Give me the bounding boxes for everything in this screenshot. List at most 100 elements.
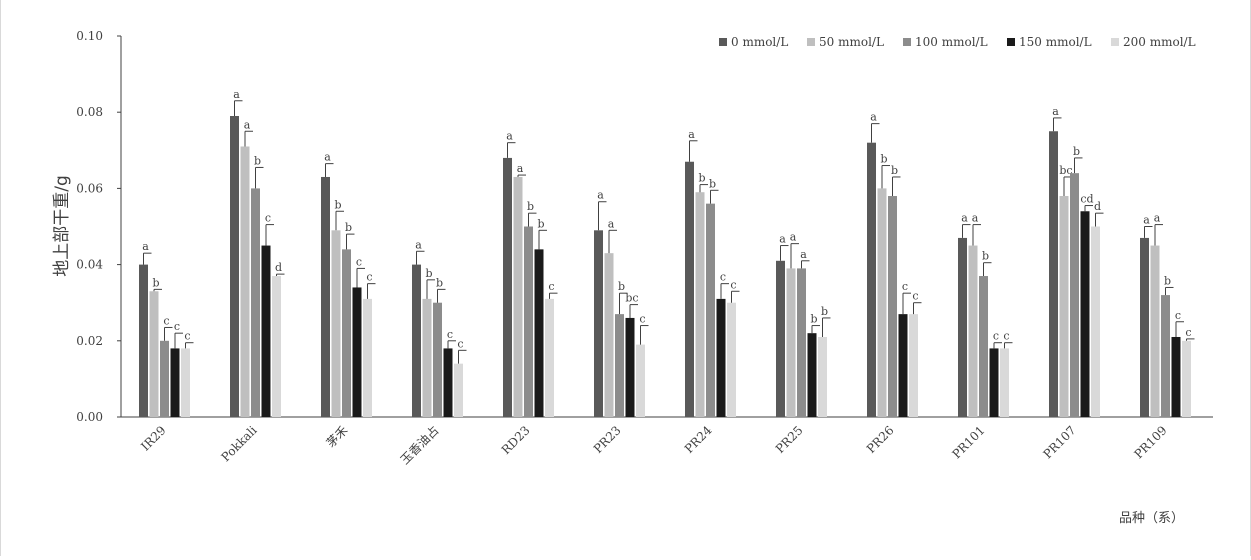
legend: 0 mmol/L 50 mmol/L 100 mmol/L 150 mmol/L 200…: [719, 35, 1196, 49]
significance-letter: a: [779, 233, 786, 246]
significance-letter: bc: [625, 292, 638, 305]
y-tick-label: 0.02: [76, 334, 103, 348]
bar: [331, 230, 341, 417]
bar: [342, 249, 351, 417]
bar: [706, 203, 715, 417]
bar: [1150, 245, 1160, 417]
legend-label: 150 mmol/L: [1019, 35, 1092, 49]
bar: [888, 196, 897, 417]
bar: [1059, 196, 1069, 417]
x-tick-label: IR29: [138, 423, 168, 453]
significance-letter: b: [821, 305, 828, 318]
legend-label: 0 mmol/L: [731, 35, 788, 49]
bar: [524, 226, 533, 417]
significance-letter: a: [233, 88, 240, 101]
significance-letter: c: [184, 330, 190, 343]
significance-letter: a: [1052, 105, 1059, 118]
bar: [272, 276, 281, 417]
significance-letter: a: [800, 248, 807, 261]
significance-letter: a: [244, 118, 251, 131]
bar: [786, 268, 796, 417]
bar: [534, 249, 544, 417]
significance-letter: a: [1154, 212, 1161, 225]
significance-letter: bc: [1059, 164, 1072, 177]
bar: [321, 176, 330, 417]
bar: [909, 314, 918, 417]
y-axis-label: 地上部干重/g: [52, 175, 72, 277]
bar: [261, 245, 271, 417]
bar: [636, 344, 645, 417]
x-tick-label: 玉香油占: [397, 423, 442, 468]
bar: [139, 264, 148, 417]
significance-letter: c: [1185, 326, 1191, 339]
bar: [352, 287, 362, 417]
x-tick-label: PR24: [682, 423, 715, 456]
significance-letter: b: [618, 280, 625, 293]
legend-swatch: [719, 38, 727, 46]
bar: [149, 291, 159, 417]
significance-letter: b: [891, 164, 898, 177]
bar: [615, 314, 624, 417]
bar: [818, 336, 827, 417]
significance-letter: a: [961, 212, 968, 225]
significance-letter: a: [324, 151, 331, 164]
bar: [1091, 226, 1100, 417]
bar: [898, 314, 908, 417]
significance-letter: c: [366, 271, 372, 284]
bar: [443, 348, 453, 417]
significance-letter: b: [982, 250, 989, 263]
legend-swatch: [1111, 38, 1119, 46]
bar: [867, 142, 876, 417]
significance-letter: c: [639, 313, 645, 326]
significance-letter: b: [709, 177, 716, 190]
bar: [807, 333, 817, 417]
bar: [625, 317, 635, 417]
significance-letter: a: [790, 231, 797, 244]
significance-letter: a: [142, 240, 149, 253]
significance-letter: c: [720, 271, 726, 284]
bar: [422, 298, 432, 417]
bar: [1000, 348, 1009, 417]
bar: [797, 268, 806, 417]
bar: [685, 161, 694, 417]
bar: [181, 348, 190, 417]
significance-letter: b: [527, 200, 534, 213]
x-tick-label: Pokkali: [218, 423, 259, 464]
significance-letter: c: [163, 314, 169, 327]
significance-letter: a: [1143, 214, 1150, 227]
legend-label: 200 mmol/L: [1123, 35, 1196, 49]
bar: [433, 302, 442, 417]
significance-letter: b: [698, 172, 705, 185]
significance-letter: c: [174, 320, 180, 333]
bar: [1049, 131, 1058, 417]
significance-letter: a: [870, 111, 877, 124]
y-tick-label: 0.08: [76, 105, 103, 119]
bar: [545, 298, 554, 417]
bar: [604, 253, 614, 417]
significance-letter: c: [1003, 330, 1009, 343]
bar: [695, 192, 705, 417]
significance-letter: b: [537, 217, 544, 230]
significance-letter: a: [415, 238, 422, 251]
significance-letter: b: [880, 153, 887, 166]
bar: [251, 188, 260, 417]
significance-letter: c: [265, 212, 271, 225]
significance-letter: a: [597, 189, 604, 202]
significance-letter: a: [608, 217, 615, 230]
significance-letter: a: [972, 212, 979, 225]
significance-letter: b: [334, 198, 341, 211]
significance-letter: cd: [1080, 193, 1093, 206]
significance-letter: c: [548, 280, 554, 293]
legend-swatch: [1007, 38, 1015, 46]
x-tick-label: PR107: [1040, 423, 1078, 461]
significance-letter: c: [457, 337, 463, 350]
x-tick-label: 茅禾: [324, 423, 351, 450]
significance-letter: b: [425, 267, 432, 280]
x-tick-label: PR26: [864, 423, 897, 456]
bar: [594, 230, 603, 417]
bar: [1161, 295, 1170, 417]
significance-letter: b: [436, 276, 443, 289]
bar: [776, 260, 785, 417]
